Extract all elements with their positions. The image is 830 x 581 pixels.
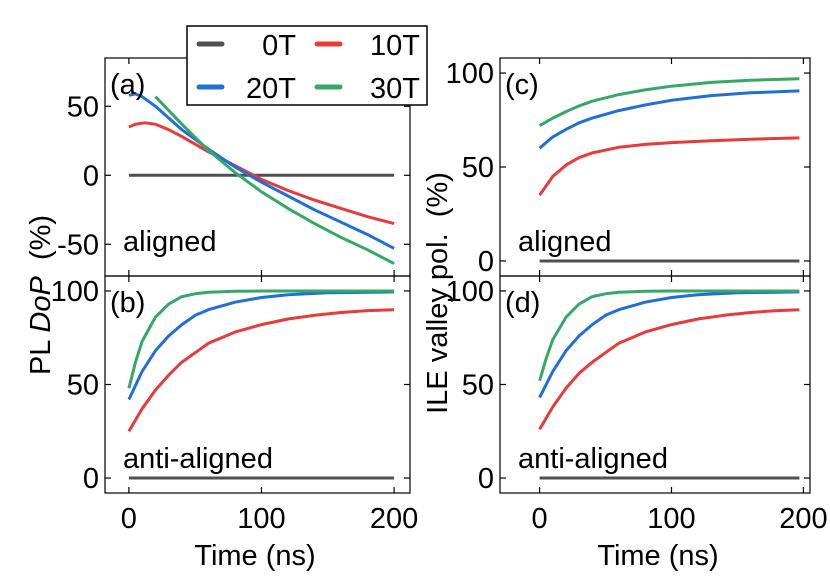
legend-label-30T: 30T	[370, 73, 420, 105]
panel-c: 100 50 0 (c) aligned	[446, 57, 811, 278]
y-tick-label: 0	[83, 463, 99, 495]
x-tick-label: 200	[370, 503, 418, 535]
series-line-10T	[538, 308, 800, 431]
y-tick-label: -50	[57, 229, 99, 261]
x-tick-label: 0	[121, 503, 137, 535]
x-tick-label: 100	[647, 503, 695, 535]
series-line-10T	[127, 308, 395, 433]
panel-annotation: anti-aligned	[123, 443, 273, 475]
series-line-30T	[127, 289, 395, 389]
legend-box	[186, 25, 428, 106]
legend: 0T 10T 20T 30T	[186, 25, 428, 106]
series-line-10T	[128, 121, 395, 226]
panel-label: (c)	[505, 69, 539, 101]
series-line-20T	[538, 290, 800, 399]
y-tick-label: 50	[462, 152, 494, 184]
y-tick-label: 0	[478, 463, 494, 495]
panel-annotation: anti-aligned	[518, 443, 668, 475]
y-tick-label: 0	[478, 246, 494, 278]
series-line-30T	[154, 95, 395, 265]
panel-annotation: aligned	[123, 226, 217, 258]
y-tick-label: 0	[83, 160, 99, 192]
panel-a: 50 0 -50 (a) aligned	[57, 57, 411, 277]
y-tick-label: 100	[51, 276, 99, 308]
right-ylabel: ILE valley pol. (%)	[422, 172, 454, 414]
y-tick-label: 50	[462, 370, 494, 402]
panel-d: 0 100 200 100 50 0 (d) anti-aligned	[446, 275, 828, 535]
series-line-20T	[128, 92, 395, 250]
panel-label: (a)	[110, 69, 145, 101]
x-tick-label: 100	[237, 503, 285, 535]
y-tick-label: 50	[67, 91, 99, 123]
panel-label: (b)	[110, 287, 145, 319]
y-tick-label: 50	[67, 370, 99, 402]
panel-annotation: aligned	[518, 226, 612, 258]
legend-label-0T: 0T	[262, 30, 296, 62]
legend-label-20T: 20T	[246, 73, 296, 105]
panel-label: (d)	[505, 287, 540, 319]
x-tick-label: 200	[779, 503, 827, 535]
series-line-10T	[538, 136, 800, 197]
y-tick-label: 100	[446, 58, 494, 90]
left-ylabel: PL DoP (%)	[25, 215, 57, 375]
legend-label-10T: 10T	[370, 30, 420, 62]
right-xlabel: Time (ns)	[597, 540, 718, 572]
series-line-20T	[127, 290, 395, 401]
x-tick-label: 0	[532, 503, 548, 535]
left-xlabel: Time (ns)	[194, 540, 315, 572]
series-line-20T	[538, 89, 800, 150]
panel-b: 0 100 200 100 50 0 (b) anti-aligned	[51, 275, 418, 535]
y-tick-label: 100	[446, 276, 494, 308]
series-line-30T	[538, 289, 800, 382]
series-line-30T	[538, 77, 800, 127]
